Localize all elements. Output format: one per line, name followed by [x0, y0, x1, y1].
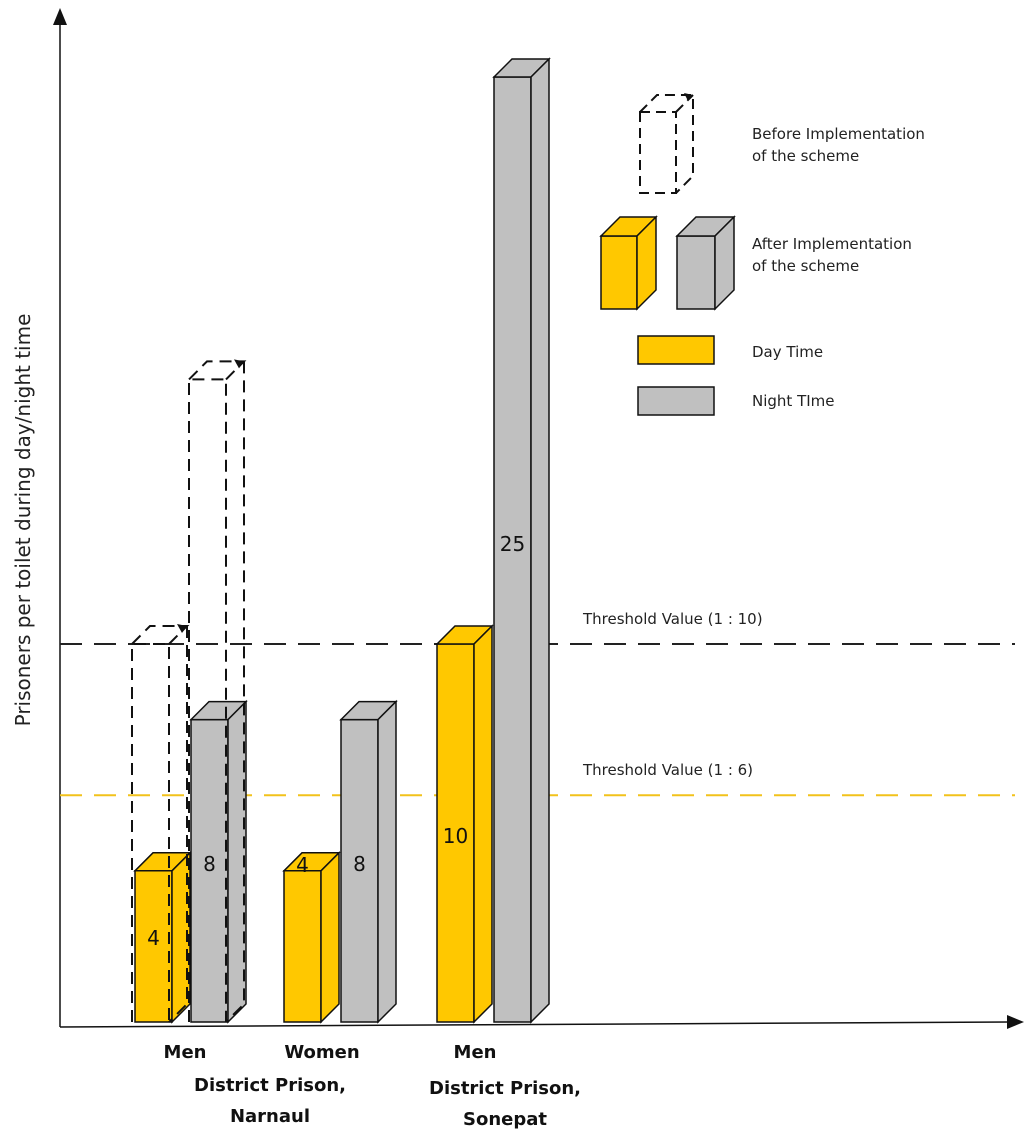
bars-layer: [133, 57, 551, 1024]
group-label-narnaul: District Prison, Narnaul: [194, 1075, 346, 1127]
legend-day-label: Day Time: [752, 343, 823, 361]
night-bar-3: [492, 57, 551, 1024]
y-axis-arrow: [53, 8, 67, 25]
night-bar-2: [339, 699, 398, 1024]
group-label-sonepat: District Prison, Sonepat: [429, 1078, 581, 1130]
day-bar-3-side: [473, 624, 493, 1024]
category-label-men-narnaul: Men: [164, 1042, 207, 1063]
before-day-outline-1: [131, 625, 190, 1023]
threshold-label-1: Threshold Value (1 : 10): [582, 610, 763, 628]
night-bar-1: [189, 699, 248, 1024]
legend-before-label: Before Implementation of the scheme: [752, 125, 925, 165]
category-label-men-sonepat: Men: [454, 1042, 497, 1063]
night-bar-label-1: 8: [203, 852, 216, 876]
category-label-women-narnaul: Women: [284, 1042, 359, 1063]
group-labels: District Prison, Narnaul District Prison,…: [194, 1075, 581, 1130]
legend-after-night-icon: [675, 215, 736, 311]
day-bar-2-side: [320, 850, 340, 1024]
day-bar-2: [282, 850, 341, 1024]
labels-layer: 4 4 10 8 8 25: [147, 532, 525, 950]
axes: [53, 8, 1024, 1029]
day-bar-2-front: [283, 870, 322, 1023]
night-bar-label-2: 8: [353, 852, 366, 876]
night-bar-1-side: [227, 699, 247, 1024]
day-bar-1-side: [171, 850, 191, 1024]
legend-night-label: Night TIme: [752, 392, 835, 410]
before-implementation-layer: [131, 359, 247, 1023]
threshold-label-2: Threshold Value (1 : 6): [582, 761, 753, 779]
day-bar-3: [435, 624, 494, 1024]
x-axis-arrow: [1007, 1015, 1024, 1029]
legend-after-label: After Implementation of the scheme: [752, 235, 912, 275]
before-day-outline-1-arrowhead: [177, 624, 187, 633]
day-bar-label-1: 4: [147, 926, 160, 950]
night-bar-2-side: [377, 699, 397, 1024]
x-axis: [59, 1021, 1011, 1028]
day-bar-1: [133, 850, 192, 1024]
night-bar-3-side: [530, 57, 550, 1024]
category-labels: Men Women Men: [164, 1042, 497, 1063]
legend-night-swatch: [637, 386, 715, 416]
legend: Before Implementation of the scheme After…: [599, 93, 925, 416]
legend-day-swatch: [637, 335, 715, 365]
legend-after-day-icon: [599, 215, 658, 311]
day-bar-label-3: 10: [443, 824, 468, 848]
y-axis-label: Prisoners per toilet during day/night ti…: [11, 314, 35, 727]
before-night-outline-1: [188, 360, 247, 1023]
before-night-outline-1-arrowhead: [234, 359, 244, 369]
legend-before-icon: [639, 93, 694, 194]
day-bar-label-2: 4: [296, 853, 309, 877]
night-bar-label-3: 25: [500, 532, 525, 556]
